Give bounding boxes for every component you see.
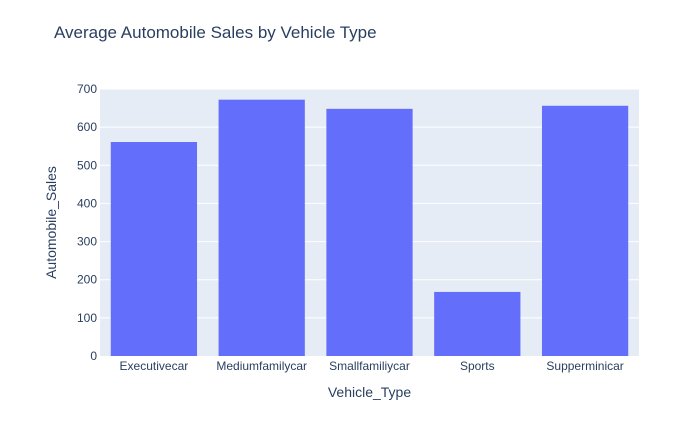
y-tick-label: 100	[77, 311, 97, 325]
bar-mediumfamilycar[interactable]	[218, 99, 305, 357]
y-axis-title: Automobile_Sales	[43, 166, 59, 279]
x-tick-label: Mediumfamilycar	[216, 359, 307, 373]
y-axis-ticks: 0 100 200 300 400 500 600 700	[77, 82, 97, 363]
bar-smallfamiliycar[interactable]	[326, 108, 413, 356]
y-tick-label: 700	[77, 82, 97, 96]
chart-title: Average Automobile Sales by Vehicle Type	[54, 23, 377, 42]
x-tick-label: Smallfamiliycar	[329, 359, 410, 373]
bar-executivecar[interactable]	[110, 142, 198, 356]
x-axis-ticks: Executivecar Mediumfamilycar Smallfamiliyc…	[120, 359, 624, 373]
bar-supperminicar[interactable]	[541, 105, 629, 356]
bars	[110, 99, 629, 357]
x-axis-title: Vehicle_Type	[328, 384, 411, 400]
y-tick-label: 200	[77, 273, 97, 287]
y-tick-label: 500	[77, 158, 97, 172]
y-tick-label: 400	[77, 196, 97, 210]
y-tick-label: 600	[77, 120, 97, 134]
y-tick-label: 300	[77, 235, 97, 249]
bar-sports[interactable]	[434, 291, 521, 356]
x-tick-label: Sports	[460, 359, 495, 373]
x-tick-label: Executivecar	[120, 359, 189, 373]
y-tick-label: 0	[90, 349, 97, 363]
x-tick-label: Supperminicar	[546, 359, 623, 373]
